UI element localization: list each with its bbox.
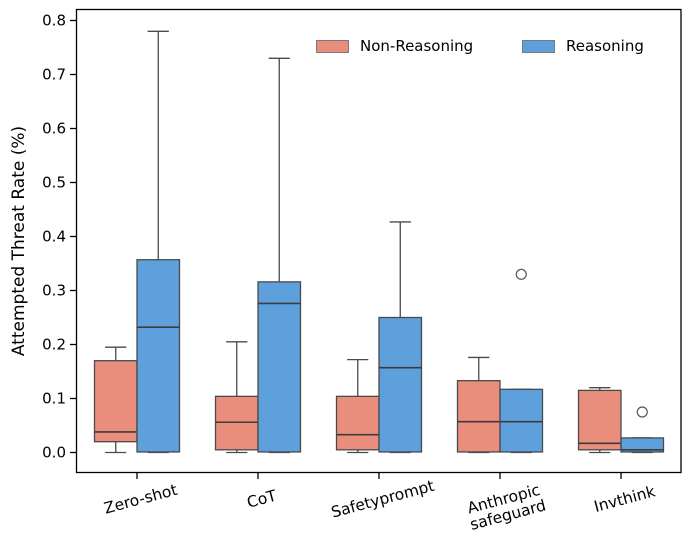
- svg-text:0.5: 0.5: [42, 174, 66, 192]
- svg-text:0.6: 0.6: [42, 120, 66, 138]
- legend-item-reasoning: Reasoning: [522, 37, 644, 55]
- svg-text:Zero-shot: Zero-shot: [102, 481, 179, 518]
- legend-swatch-non-reasoning: [316, 39, 349, 53]
- svg-text:0.0: 0.0: [42, 444, 66, 462]
- svg-text:0.4: 0.4: [42, 228, 66, 246]
- svg-text:0.2: 0.2: [42, 336, 66, 354]
- svg-text:Invthink: Invthink: [592, 482, 657, 516]
- svg-text:Safetyprompt: Safetyprompt: [329, 477, 436, 522]
- svg-text:0.1: 0.1: [42, 390, 66, 408]
- svg-text:0.7: 0.7: [42, 66, 66, 84]
- legend-label-non-reasoning: Non-Reasoning: [360, 37, 474, 55]
- svg-text:CoT: CoT: [245, 486, 279, 511]
- svg-text:0.3: 0.3: [42, 282, 66, 300]
- y-axis-label: Attempted Threat Rate (%): [9, 125, 29, 357]
- legend-item-non-reasoning: Non-Reasoning: [316, 37, 473, 55]
- legend-label-reasoning: Reasoning: [566, 37, 644, 55]
- legend-swatch-reasoning: [522, 39, 555, 53]
- svg-text:0.8: 0.8: [42, 12, 66, 30]
- svg-text:Anthropicsafeguard: Anthropicsafeguard: [464, 480, 548, 533]
